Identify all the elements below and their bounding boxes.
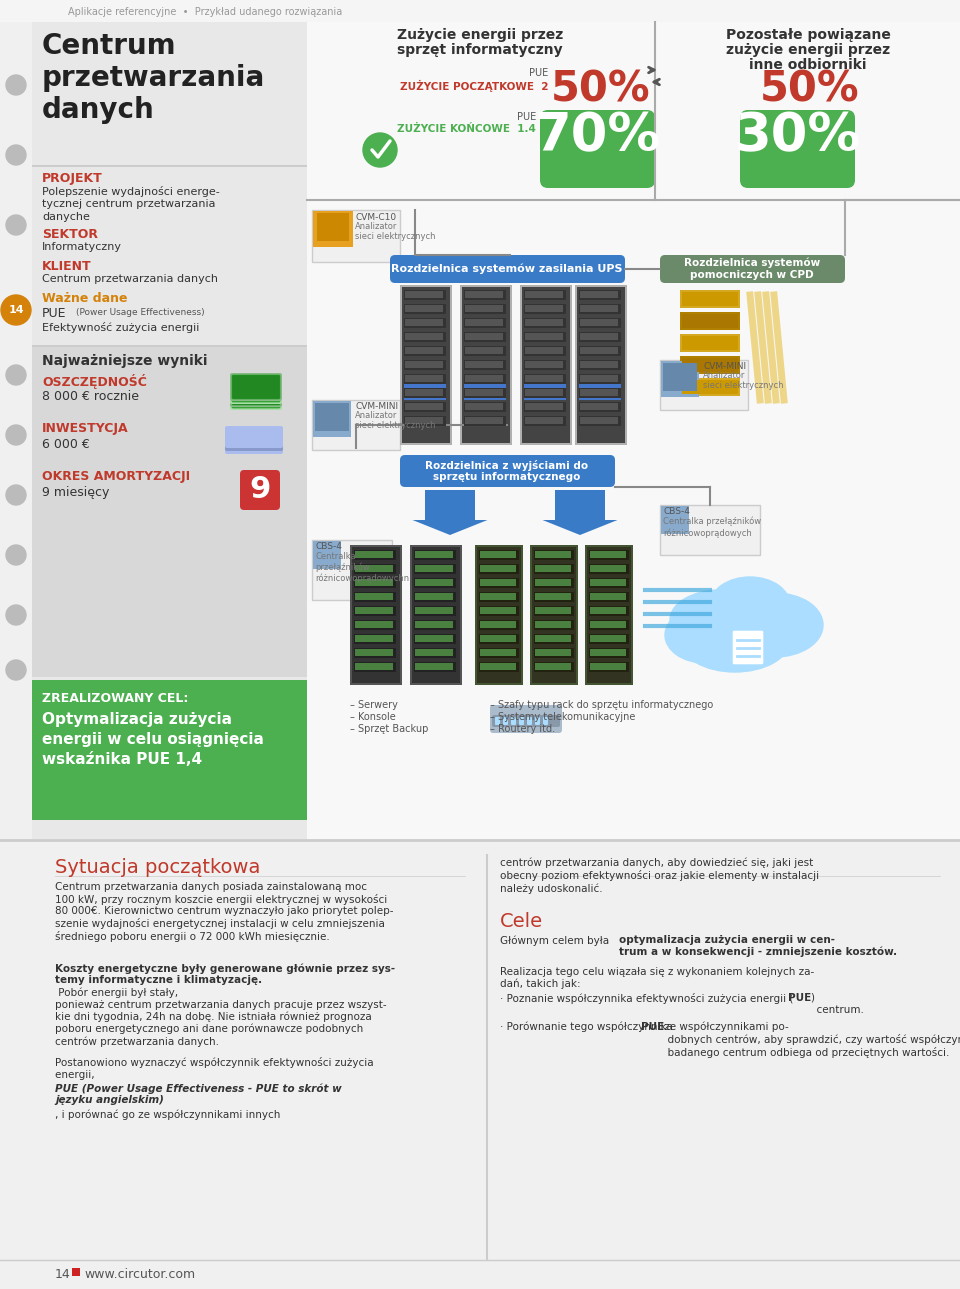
Text: Centrum: Centrum xyxy=(42,32,177,61)
FancyBboxPatch shape xyxy=(580,361,618,367)
FancyBboxPatch shape xyxy=(400,455,615,487)
FancyBboxPatch shape xyxy=(524,345,566,356)
Circle shape xyxy=(6,365,26,385)
FancyBboxPatch shape xyxy=(355,550,393,558)
FancyBboxPatch shape xyxy=(415,579,453,586)
FancyBboxPatch shape xyxy=(525,418,563,424)
FancyBboxPatch shape xyxy=(535,621,571,628)
Ellipse shape xyxy=(680,608,790,672)
FancyBboxPatch shape xyxy=(415,635,453,642)
Text: Analizator
sieci elektrycznych: Analizator sieci elektrycznych xyxy=(703,371,783,391)
FancyBboxPatch shape xyxy=(534,592,574,602)
FancyBboxPatch shape xyxy=(479,663,519,672)
FancyBboxPatch shape xyxy=(534,606,574,616)
FancyBboxPatch shape xyxy=(579,416,621,425)
FancyBboxPatch shape xyxy=(535,593,571,599)
FancyBboxPatch shape xyxy=(405,375,443,382)
FancyBboxPatch shape xyxy=(232,384,280,409)
FancyBboxPatch shape xyxy=(414,648,456,657)
FancyBboxPatch shape xyxy=(404,416,446,425)
FancyBboxPatch shape xyxy=(579,360,621,370)
FancyBboxPatch shape xyxy=(404,333,446,342)
FancyBboxPatch shape xyxy=(350,545,402,684)
FancyBboxPatch shape xyxy=(355,579,393,586)
FancyBboxPatch shape xyxy=(477,547,521,683)
FancyBboxPatch shape xyxy=(525,361,563,367)
FancyBboxPatch shape xyxy=(354,620,396,630)
Ellipse shape xyxy=(665,607,745,663)
FancyBboxPatch shape xyxy=(525,333,563,340)
FancyBboxPatch shape xyxy=(587,547,631,683)
FancyBboxPatch shape xyxy=(414,606,456,616)
FancyBboxPatch shape xyxy=(317,213,349,241)
FancyBboxPatch shape xyxy=(415,550,453,558)
Text: ze współczynnikami po-
  dobnych centrów, aby sprawdzić, czy wartość współczynni: ze współczynnikami po- dobnych centrów, … xyxy=(661,1022,960,1058)
FancyBboxPatch shape xyxy=(590,635,626,642)
FancyBboxPatch shape xyxy=(307,22,960,222)
Text: )
  centrum.: ) centrum. xyxy=(810,993,864,1014)
FancyBboxPatch shape xyxy=(524,416,566,425)
FancyBboxPatch shape xyxy=(465,418,503,424)
FancyBboxPatch shape xyxy=(524,402,566,412)
Text: PUE: PUE xyxy=(788,993,811,1003)
FancyBboxPatch shape xyxy=(354,663,396,672)
FancyBboxPatch shape xyxy=(524,318,566,327)
Circle shape xyxy=(6,425,26,445)
FancyBboxPatch shape xyxy=(590,663,626,670)
FancyBboxPatch shape xyxy=(589,606,629,616)
FancyBboxPatch shape xyxy=(534,648,574,657)
FancyBboxPatch shape xyxy=(312,210,400,262)
Text: Centrum przetwarzania danych posiada zainstalowaną moc
100 kW, przy rocznym kosz: Centrum przetwarzania danych posiada zai… xyxy=(55,882,394,942)
FancyBboxPatch shape xyxy=(511,717,516,724)
FancyBboxPatch shape xyxy=(530,545,578,684)
FancyBboxPatch shape xyxy=(354,648,396,657)
FancyBboxPatch shape xyxy=(404,388,446,398)
Text: centrów przetwarzania danych, aby dowiedzieć się, jaki jest
obecny poziom efekty: centrów przetwarzania danych, aby dowied… xyxy=(500,858,819,893)
FancyBboxPatch shape xyxy=(589,648,629,657)
FancyBboxPatch shape xyxy=(680,290,740,308)
FancyBboxPatch shape xyxy=(660,505,760,556)
Text: 14: 14 xyxy=(9,305,24,315)
Text: · Porównanie tego współczynnika: · Porównanie tego współczynnika xyxy=(500,1022,676,1032)
FancyBboxPatch shape xyxy=(480,607,516,614)
Text: Głównym celem była: Głównym celem była xyxy=(500,935,612,946)
Text: Analizator
sieci elektrycznych: Analizator sieci elektrycznych xyxy=(355,411,436,431)
FancyBboxPatch shape xyxy=(660,255,845,284)
FancyBboxPatch shape xyxy=(355,648,393,656)
Ellipse shape xyxy=(727,593,823,657)
Text: OKRES AMORTYZACJI: OKRES AMORTYZACJI xyxy=(42,470,190,483)
FancyBboxPatch shape xyxy=(410,545,462,684)
Text: PUE: PUE xyxy=(529,68,548,79)
FancyBboxPatch shape xyxy=(230,382,282,410)
FancyBboxPatch shape xyxy=(479,592,519,602)
FancyBboxPatch shape xyxy=(355,565,393,572)
Circle shape xyxy=(6,215,26,235)
FancyBboxPatch shape xyxy=(589,550,629,559)
Text: temy informatyczne i klimatyzację.: temy informatyczne i klimatyzację. xyxy=(55,974,262,985)
Text: Rozdzielnica systemów zasilania UPS: Rozdzielnica systemów zasilania UPS xyxy=(392,264,623,275)
FancyBboxPatch shape xyxy=(230,373,282,401)
FancyBboxPatch shape xyxy=(405,418,443,424)
Text: PUE: PUE xyxy=(641,1022,664,1032)
FancyBboxPatch shape xyxy=(534,577,574,588)
Text: danych: danych xyxy=(42,95,155,124)
FancyBboxPatch shape xyxy=(503,717,508,724)
Text: Postanowiono wyznaczyć współczynnik efektywności zużycia
energii,: Postanowiono wyznaczyć współczynnik efek… xyxy=(55,1057,373,1080)
FancyBboxPatch shape xyxy=(405,318,443,326)
FancyBboxPatch shape xyxy=(404,402,446,412)
FancyBboxPatch shape xyxy=(519,717,524,724)
Text: – Serwery: – Serwery xyxy=(350,700,397,710)
FancyBboxPatch shape xyxy=(230,376,282,403)
FancyBboxPatch shape xyxy=(404,345,446,356)
FancyBboxPatch shape xyxy=(479,648,519,657)
FancyBboxPatch shape xyxy=(534,550,574,559)
FancyBboxPatch shape xyxy=(479,565,519,574)
Text: sprzęt informatyczny: sprzęt informatyczny xyxy=(397,43,563,57)
FancyBboxPatch shape xyxy=(307,200,960,840)
FancyBboxPatch shape xyxy=(661,507,689,534)
FancyBboxPatch shape xyxy=(534,663,574,672)
FancyBboxPatch shape xyxy=(404,380,446,400)
Text: CVM-MINI: CVM-MINI xyxy=(355,402,398,411)
Circle shape xyxy=(6,660,26,681)
